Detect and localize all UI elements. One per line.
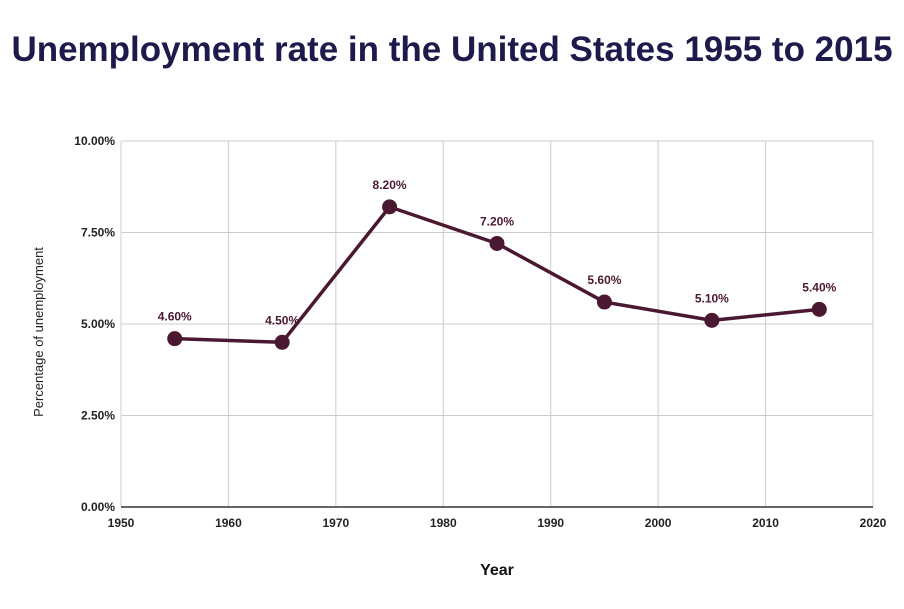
x-tick-label: 1960 <box>215 516 242 530</box>
chart-title: Unemployment rate in the United States 1… <box>11 30 893 69</box>
data-point <box>382 199 398 215</box>
data-point <box>704 312 720 328</box>
x-tick-label: 1980 <box>430 516 457 530</box>
data-point <box>489 235 505 251</box>
y-axis-label: Percentage of unemployment <box>31 247 46 417</box>
data-label: 4.50% <box>265 313 299 327</box>
data-label: 5.40% <box>802 280 836 294</box>
y-tick-label: 5.00% <box>81 317 115 331</box>
data-label: 5.60% <box>587 273 621 287</box>
x-tick-label: 1990 <box>537 516 564 530</box>
data-point <box>596 294 612 310</box>
y-tick-label: 0.00% <box>81 500 115 514</box>
data-point <box>811 301 827 317</box>
series-group: 4.60% 4.50% 8.20% 7.20% 5.60% 5.10% 5.40% <box>158 178 837 350</box>
y-tick-label: 10.00% <box>74 134 115 148</box>
data-point <box>274 334 290 350</box>
y-tick-label: 7.50% <box>81 226 115 240</box>
data-label: 4.60% <box>158 310 192 324</box>
x-tick-label: 1970 <box>323 516 350 530</box>
x-tick-label: 2000 <box>645 516 672 530</box>
data-label: 5.10% <box>695 291 729 305</box>
gridlines <box>121 140 874 507</box>
data-label: 8.20% <box>373 178 407 192</box>
x-tick-label: 2010 <box>752 516 779 530</box>
x-tick-label: 2020 <box>860 516 887 530</box>
y-tick-label: 2.50% <box>81 409 115 423</box>
axes <box>120 141 873 508</box>
tick-labels: 1950 1960 1970 1980 1990 2000 2010 2020 0.00% 2.5… <box>74 134 886 530</box>
data-point <box>167 331 183 347</box>
x-tick-label: 1950 <box>108 516 135 530</box>
data-label: 7.20% <box>480 214 514 228</box>
x-axis-label: Year <box>480 562 514 579</box>
